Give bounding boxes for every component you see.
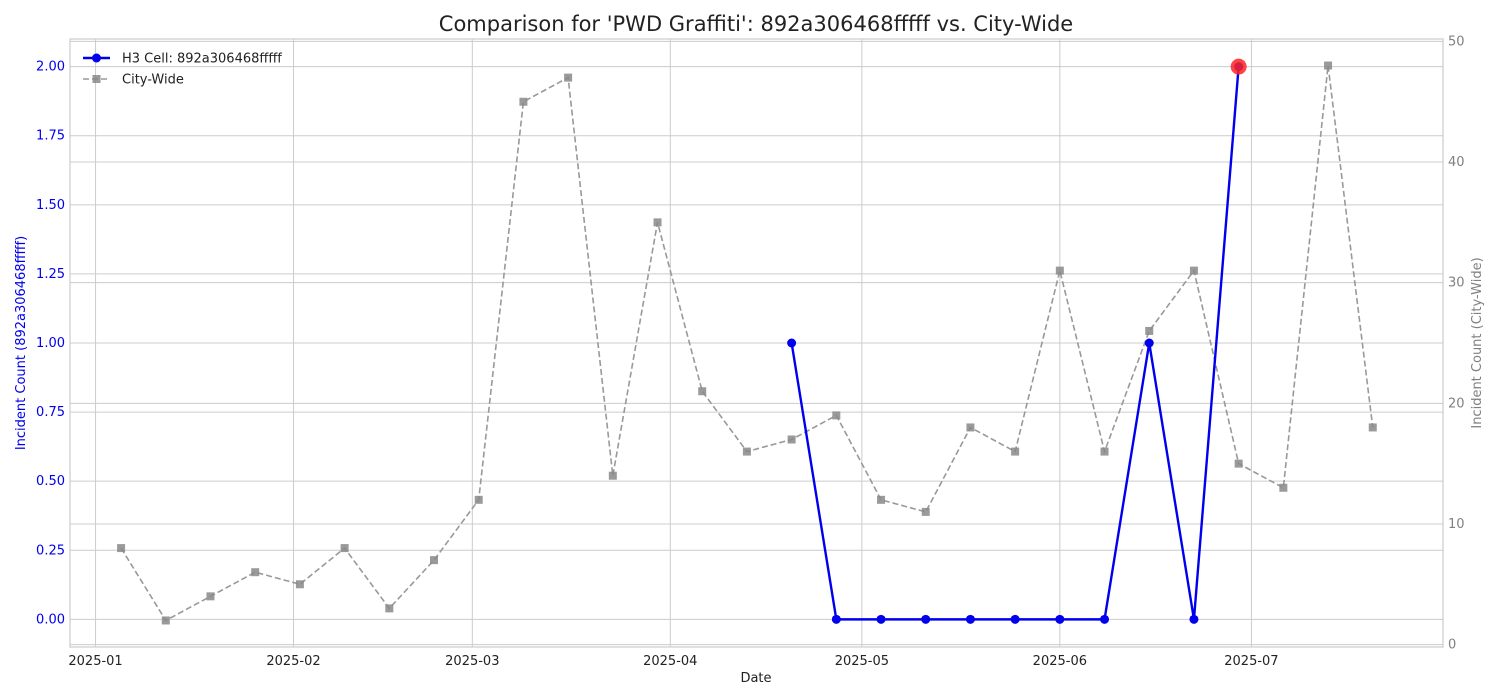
city-wide-point xyxy=(1324,61,1333,70)
city-wide-point xyxy=(832,411,841,420)
city-wide-point xyxy=(1011,447,1020,456)
y-left-tick-label: 0.75 xyxy=(36,405,65,420)
highlight-point xyxy=(1230,58,1247,75)
city-wide-point xyxy=(295,580,304,589)
city-wide-point xyxy=(1368,423,1377,432)
h3-cell-point xyxy=(965,614,975,624)
grid xyxy=(69,38,1444,648)
city-wide-point xyxy=(251,568,260,577)
h3-cell-point xyxy=(1189,614,1199,624)
city-wide-point xyxy=(117,544,126,553)
x-tick-label: 2025-04 xyxy=(643,654,697,669)
y-left-tick-label: 0.25 xyxy=(36,543,65,558)
plot-frame xyxy=(69,38,1444,648)
y-axis-left-label: Incident Count (892a306468fffff) xyxy=(14,236,29,450)
city-wide-point xyxy=(1279,483,1288,492)
x-tick-label: 2025-02 xyxy=(266,654,320,669)
city-wide-point xyxy=(385,604,394,613)
y-left-tick-label: 0.00 xyxy=(36,612,65,627)
city-wide-point xyxy=(1234,459,1243,468)
x-tick-label: 2025-05 xyxy=(835,654,889,669)
y-right-tick-label: 0 xyxy=(1448,638,1456,653)
y-left-tick-label: 1.50 xyxy=(36,198,65,213)
city-wide-point xyxy=(161,616,170,625)
legend-h3-marker xyxy=(92,53,101,63)
h3-cell-point xyxy=(831,614,841,624)
y-left-tick-label: 2.00 xyxy=(36,60,65,75)
chart-title: Comparison for 'PWD Graffiti': 892a30646… xyxy=(439,12,1073,36)
y-left-tick-label: 1.00 xyxy=(36,336,65,351)
city-wide-point xyxy=(1100,447,1109,456)
y-axis-right-label: Incident Count (City-Wide) xyxy=(1470,257,1485,428)
y-right-tick-label: 20 xyxy=(1448,396,1465,411)
city-wide-point xyxy=(966,423,975,432)
city-wide-point xyxy=(564,73,573,82)
y-right-tick-label: 30 xyxy=(1448,276,1465,291)
city-wide-point xyxy=(519,97,528,106)
legend-h3-label: H3 Cell: 892a306468fffff xyxy=(122,52,282,67)
city-wide-point xyxy=(877,495,886,504)
x-tick-label: 2025-06 xyxy=(1033,654,1087,669)
city-wide-point xyxy=(430,556,439,565)
y-right-tick-label: 40 xyxy=(1448,155,1465,170)
legend: H3 Cell: 892a306468fffff City-Wide xyxy=(83,52,282,88)
city-wide-point xyxy=(787,435,796,444)
y-right-tick-label: 10 xyxy=(1448,517,1465,532)
x-axis-label: Date xyxy=(740,671,771,686)
h3-cell-point xyxy=(1144,338,1154,348)
city-wide-point xyxy=(206,592,215,601)
city-wide-point xyxy=(653,218,662,227)
city-wide-point xyxy=(698,387,707,396)
y-left-tick-label: 0.50 xyxy=(36,474,65,489)
legend-city-wide-marker xyxy=(92,75,101,83)
h3-cell-point xyxy=(921,614,931,624)
city-wide-point xyxy=(1055,266,1064,275)
city-wide-point xyxy=(340,544,349,553)
series xyxy=(117,58,1377,625)
x-tick-label: 2025-03 xyxy=(445,654,499,669)
ticks: 2025-01 2025-02 2025-03 2025-04 2025-05 2025-… xyxy=(36,34,1465,669)
h3-cell-point xyxy=(1055,614,1065,624)
h3-cell-point xyxy=(1100,614,1110,624)
y-left-tick-label: 1.75 xyxy=(36,129,65,144)
city-wide-point xyxy=(474,495,483,504)
city-wide-point xyxy=(608,471,617,480)
x-tick-label: 2025-01 xyxy=(68,654,122,669)
y-right-tick-label: 50 xyxy=(1448,34,1465,49)
city-wide-point xyxy=(742,447,751,456)
legend-city-wide-label: City-Wide xyxy=(122,73,184,88)
h3-cell-point xyxy=(876,614,886,624)
h3-cell-point xyxy=(787,338,797,348)
city-wide-point xyxy=(1145,326,1154,335)
city-wide-point xyxy=(921,507,930,516)
city-wide-point xyxy=(1189,266,1198,275)
h3-cell-point xyxy=(1010,614,1020,624)
y-left-tick-label: 1.25 xyxy=(36,267,65,282)
x-tick-label: 2025-07 xyxy=(1224,654,1278,669)
